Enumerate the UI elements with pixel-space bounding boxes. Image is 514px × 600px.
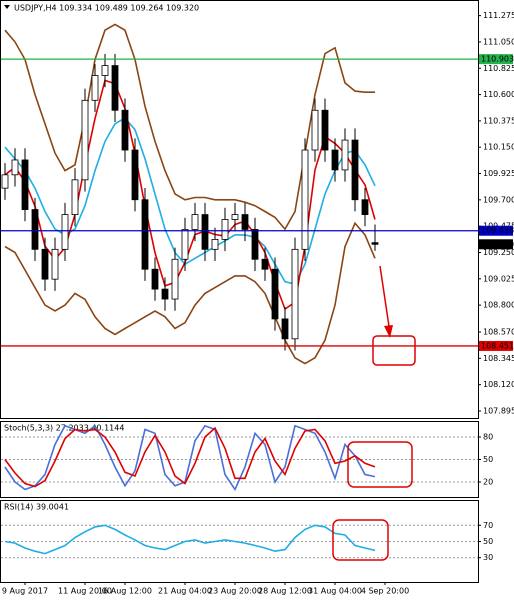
indicator-line <box>4 424 376 492</box>
candle-body <box>11 159 19 176</box>
candle-body <box>321 109 329 151</box>
target-box <box>372 335 416 366</box>
candle-body <box>1 174 9 189</box>
level-tag <box>479 340 513 351</box>
x-tick-label: 4 Sep 20:00 <box>361 587 409 596</box>
y-tick-label: 50 <box>483 455 493 464</box>
candle-body <box>291 248 299 340</box>
indicator-line <box>4 426 376 488</box>
last-price-label: 109.320 <box>481 240 514 249</box>
candle-body <box>131 149 139 201</box>
x-tick-label: 21 Aug 04:00 <box>158 587 212 596</box>
candle-body <box>191 214 199 230</box>
last-price-tag <box>479 239 513 250</box>
y-tick-label: 109.700 <box>483 195 514 204</box>
y-tick-label: 108.570 <box>483 328 514 337</box>
y-tick-label: 110.600 <box>483 90 514 99</box>
candle-body <box>31 209 39 250</box>
candle-body <box>361 199 369 215</box>
candle-body <box>91 75 99 101</box>
candle-body <box>171 258 179 300</box>
level-label: 110.903 <box>481 55 514 64</box>
candle-body <box>331 149 339 171</box>
level-tag <box>479 54 513 65</box>
x-tick-label: 28 Aug 12:00 <box>258 587 312 596</box>
candle-body <box>111 65 119 111</box>
candle-body <box>221 219 229 240</box>
level-label: 108.451 <box>481 341 514 350</box>
candle-body <box>21 159 29 210</box>
candle-body <box>141 199 149 270</box>
candle-body <box>41 248 49 280</box>
candle-body <box>51 248 59 280</box>
y-tick-label: 80 <box>483 433 493 442</box>
candle-body <box>281 318 289 340</box>
y-tick-label: 111.275 <box>483 11 514 20</box>
y-tick-label: 108.345 <box>483 354 514 363</box>
x-tick-label: 16 Aug 12:00 <box>98 587 152 596</box>
candle-body <box>371 242 379 245</box>
annotations <box>332 265 416 561</box>
stoch-box <box>347 441 413 488</box>
arrow-shaft <box>379 265 391 334</box>
candle-body <box>201 214 209 250</box>
y-tick-label: 50 <box>483 537 493 546</box>
candle-body <box>351 139 359 201</box>
candle-body <box>341 139 349 171</box>
y-tick-label: 70 <box>483 521 493 530</box>
candle-body <box>181 229 189 260</box>
candle-body <box>211 238 219 250</box>
candle-body <box>151 268 159 290</box>
x-tick-label: 11 Aug 20:00 <box>58 587 112 596</box>
candle-body <box>61 214 69 250</box>
y-tick-label: 109.025 <box>483 274 514 283</box>
candle-body <box>71 179 79 215</box>
y-tick-label: 108.800 <box>483 301 514 310</box>
level-label: 109.436 <box>481 226 514 235</box>
price-panel <box>0 0 479 419</box>
y-tick-label: 30 <box>483 553 493 562</box>
y-tick-label: 20 <box>483 478 493 487</box>
y-tick-label: 110.150 <box>483 143 514 152</box>
level-tag <box>479 225 513 236</box>
y-tick-label: 109.250 <box>483 248 514 257</box>
rsi-box <box>332 519 389 561</box>
candle-body <box>311 109 319 151</box>
y-tick-label: 111.050 <box>483 37 514 46</box>
candle-body <box>81 99 89 181</box>
candle-body <box>101 65 109 76</box>
indicator-line <box>4 221 376 365</box>
x-tick-label: 9 Aug 2017 <box>2 587 48 596</box>
candle-body <box>301 149 309 250</box>
indicator-line <box>4 23 375 231</box>
candle-body <box>241 214 249 230</box>
x-tick-label: 31 Aug 04:00 <box>308 587 362 596</box>
y-tick-label: 110.375 <box>483 116 514 125</box>
menu-arrow <box>4 5 10 9</box>
y-tick-label: 108.120 <box>483 380 514 389</box>
y-tick-label: 110.825 <box>483 64 514 73</box>
y-tick-label: 109.925 <box>483 169 514 178</box>
price-title: USDJPY,H4 109.334 109.489 109.264 109.32… <box>14 4 199 13</box>
candle-body <box>271 268 279 320</box>
y-tick-label: 107.895 <box>483 406 514 415</box>
rsi-title: RSI(14) 39.0041 <box>4 503 69 512</box>
candle-body <box>261 258 269 270</box>
arrow-head <box>384 325 393 338</box>
candle-body <box>161 288 169 300</box>
x-tick-label: 23 Aug 20:00 <box>208 587 262 596</box>
candle-body <box>251 229 259 260</box>
candle-body <box>231 214 239 220</box>
indicator-line <box>4 524 376 555</box>
candle-body <box>121 109 129 151</box>
